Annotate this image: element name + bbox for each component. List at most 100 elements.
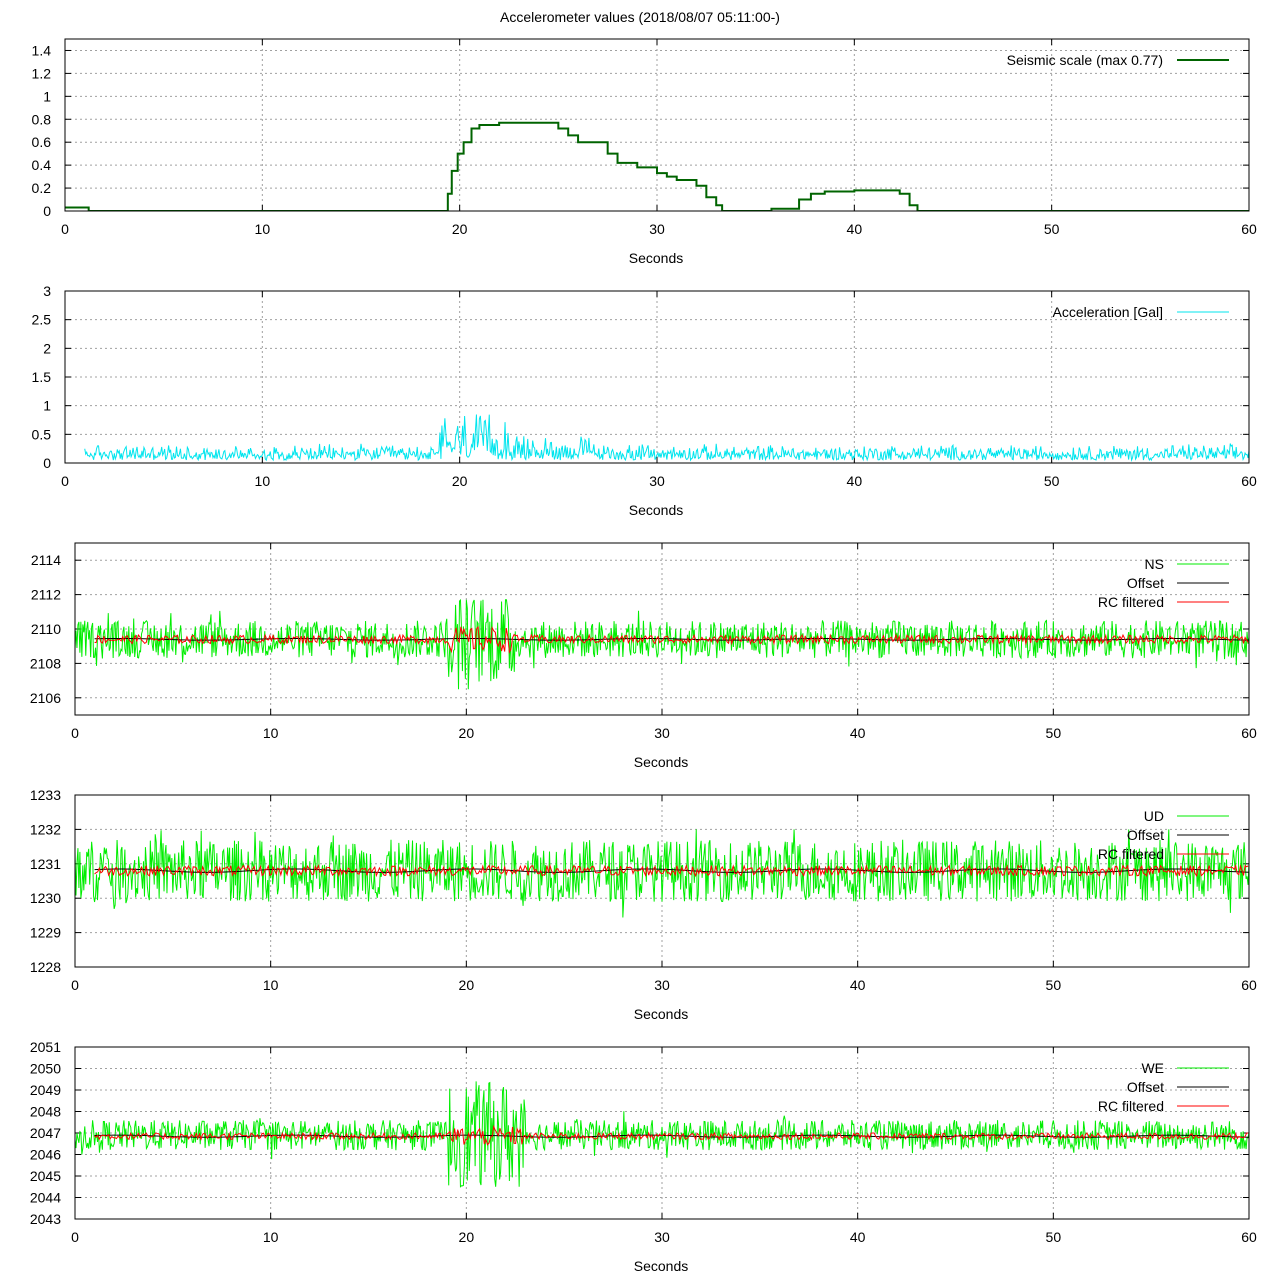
seismic-ytick-label: 0.6 (32, 134, 52, 150)
ud-series-group (75, 829, 1249, 918)
ud-xtick-label: 30 (654, 977, 670, 993)
acceleration-xtick-label: 30 (649, 473, 665, 489)
ud-ytick-label: 1228 (30, 959, 61, 975)
acceleration-xtick-label: 60 (1241, 473, 1257, 489)
we-ytick-label: 2047 (30, 1125, 61, 1141)
we-legend-rc-label: RC filtered (1098, 1098, 1164, 1114)
ud-legend-rc-label: RC filtered (1098, 846, 1164, 862)
we-legend-offset-label: Offset (1127, 1079, 1164, 1095)
we-ytick-label: 2049 (30, 1082, 61, 1098)
ns-legend-rc-label: RC filtered (1098, 594, 1164, 610)
acceleration-ytick-label: 3 (43, 283, 51, 299)
ud-frame (74, 794, 1250, 968)
ud-ytick-label: 1231 (30, 856, 61, 872)
we-xtick-label: 50 (1046, 1229, 1062, 1245)
ns-ytick-label: 2106 (30, 690, 61, 706)
ns-ytick-label: 2114 (31, 552, 61, 568)
ud-ytick-label: 1229 (30, 925, 61, 941)
ud-xtick-label: 10 (263, 977, 279, 993)
ns-xtick-label: 40 (850, 725, 866, 741)
we-frame (74, 1046, 1250, 1220)
we-plot-area: 0 10 20 30 40 50 60 2043 2044 2045 2046 2047 2048 204… (30, 1039, 1257, 1245)
ud-series-0 (75, 829, 1249, 918)
ud-xtick-label: 0 (71, 977, 79, 993)
seismic-xtick-label: 0 (61, 221, 69, 237)
seismic-series-group (65, 121, 1249, 211)
ns-xtick-label: 60 (1241, 725, 1257, 741)
ud-xtick-label: 40 (850, 977, 866, 993)
acceleration-xlabel: Seconds (629, 502, 683, 518)
acceleration-legend-label: Acceleration [Gal] (1053, 304, 1164, 320)
we-ytick-label: 2048 (30, 1104, 61, 1120)
seismic-xlabel: Seconds (629, 250, 683, 266)
we-ytick-label: 2051 (30, 1039, 61, 1055)
ud-xtick-label: 60 (1241, 977, 1257, 993)
seismic-xtick-label: 30 (649, 221, 665, 237)
acceleration-xtick-label: 40 (847, 473, 863, 489)
seismic-frame (64, 38, 1250, 212)
we-xtick-label: 0 (71, 1229, 79, 1245)
acceleration-ytick-label: 0 (43, 455, 51, 471)
acceleration-ytick-label: 0.5 (32, 426, 52, 442)
ud-legend-offset-label: Offset (1127, 827, 1164, 843)
ud-xtick-label: 20 (459, 977, 475, 993)
seismic-ytick-label: 1.2 (32, 65, 52, 81)
seismic-ytick-label: 1.4 (32, 42, 52, 58)
seismic-xtick-label: 20 (452, 221, 468, 237)
we-legend-raw-label: WE (1141, 1060, 1164, 1076)
we-ytick-label: 2046 (30, 1147, 61, 1163)
ud-legend-raw-label: UD (1144, 808, 1164, 824)
seismic-xtick-label: 50 (1044, 221, 1060, 237)
we-ytick-label: 2044 (30, 1190, 61, 1206)
ud-ytick-label: 1232 (30, 821, 61, 837)
ns-series-group (75, 598, 1249, 690)
we-xlabel: Seconds (634, 1258, 688, 1274)
ns-xlabel: Seconds (634, 754, 688, 770)
ns-xtick-label: 0 (71, 725, 79, 741)
ns-plot-area: 0 10 20 30 40 50 60 2106 2108 2110 2112 2114 (30, 542, 1257, 741)
seismic-ytick-label: 1 (43, 88, 51, 104)
panel-acceleration: 0 10 20 30 40 50 60 0 0.5 1 1.5 2 2.5 3 Seconds Accel… (32, 283, 1257, 518)
ud-xlabel: Seconds (634, 1006, 688, 1022)
ns-ytick-label: 2110 (31, 621, 61, 637)
ns-legend-offset-label: Offset (1127, 575, 1164, 591)
ns-xtick-label: 50 (1046, 725, 1062, 741)
ns-ytick-label: 2108 (30, 655, 61, 671)
we-ytick-label: 2043 (30, 1211, 61, 1227)
we-series-2 (94, 1124, 1249, 1146)
we-ytick-label: 2050 (30, 1061, 61, 1077)
acceleration-xtick-label: 0 (61, 473, 69, 489)
we-ytick-label: 2045 (30, 1168, 61, 1184)
acceleration-frame (64, 290, 1250, 464)
panel-seismic: 0 10 20 30 40 50 60 0 0.2 0.4 0.6 0.8 1 1.2 1.4 Second… (32, 38, 1257, 266)
ns-series-2 (94, 625, 1249, 654)
ns-ytick-label: 2112 (31, 587, 61, 603)
ns-legend-raw-label: NS (1145, 556, 1164, 572)
ud-ytick-label: 1233 (30, 787, 61, 803)
ns-xtick-label: 10 (263, 725, 279, 741)
acceleration-ytick-label: 1.5 (32, 369, 52, 385)
panel-ud: 0 10 20 30 40 50 60 1228 1229 1230 1231 1232 1233 Se… (30, 787, 1257, 1022)
figure-title: Accelerometer values (2018/08/07 05:11:0… (500, 9, 780, 25)
we-xtick-label: 30 (654, 1229, 670, 1245)
ns-xtick-label: 20 (459, 725, 475, 741)
seismic-xtick-label: 40 (847, 221, 863, 237)
seismic-series-0 (65, 121, 1249, 211)
acceleration-series-0 (84, 414, 1249, 463)
seismic-xtick-label: 10 (255, 221, 271, 237)
seismic-ytick-label: 0.2 (32, 180, 52, 196)
seismic-ytick-label: 0.8 (32, 111, 52, 127)
ns-xtick-label: 30 (654, 725, 670, 741)
acceleration-xtick-label: 50 (1044, 473, 1060, 489)
ud-series-1 (94, 868, 1249, 873)
seismic-ytick-label: 0.4 (32, 157, 52, 173)
seismic-xtick-label: 60 (1241, 221, 1257, 237)
we-series-0 (75, 1081, 1249, 1188)
ns-series-1 (94, 637, 1249, 641)
we-xtick-label: 10 (263, 1229, 279, 1245)
ud-xtick-label: 50 (1046, 977, 1062, 993)
we-series-group (75, 1081, 1249, 1188)
ns-series-0 (75, 598, 1249, 690)
we-xtick-label: 40 (850, 1229, 866, 1245)
